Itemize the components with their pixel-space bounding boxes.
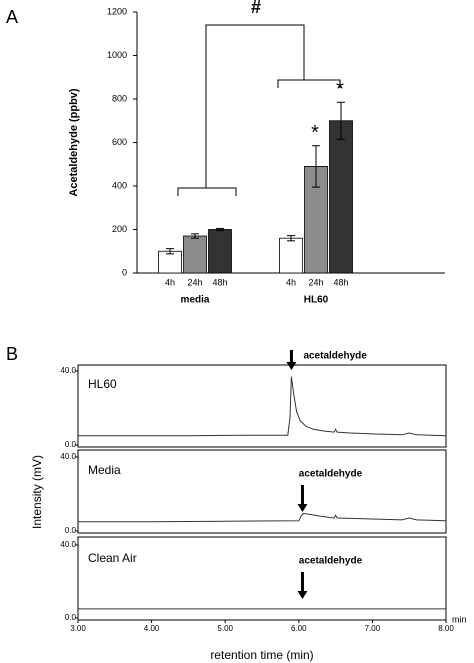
y-tick-label: 0.0 — [65, 440, 77, 449]
y-axis-label: Acetaldehyde (ppbv) — [68, 88, 80, 197]
y-tick-label: 1200 — [107, 6, 127, 16]
x-tick-label: 5.00 — [217, 624, 233, 633]
trace-label: Clean Air — [88, 551, 137, 565]
bar — [158, 250, 182, 274]
significance-star: * — [336, 79, 344, 101]
x-tick-label: 8.00 — [438, 624, 454, 633]
x-axis-label: retention time (min) — [210, 648, 313, 662]
bracket — [177, 187, 237, 196]
sub-category-label: 4h — [165, 277, 175, 287]
arrow-head — [297, 504, 308, 512]
y-tick-label: 40.0 — [60, 540, 76, 549]
trace-label: HL60 — [88, 377, 117, 391]
x-unit: min — [452, 614, 467, 624]
y-tick-label: 1000 — [107, 50, 127, 60]
y-tick-label: 800 — [112, 93, 127, 103]
y-tick-label: 0 — [122, 267, 127, 277]
sub-category-label: 24h — [308, 277, 323, 287]
y-axis-label: Intensity (mV) — [30, 455, 44, 529]
arrow-head — [286, 362, 297, 370]
group-label: HL60 — [304, 295, 329, 306]
trace-label: Media — [88, 463, 121, 477]
y-tick-label: 40.0 — [60, 366, 76, 375]
sub-category-label: 24h — [187, 277, 202, 287]
group-label: media — [181, 295, 210, 306]
y-tick-label: 200 — [112, 224, 127, 234]
x-tick-label: 6.00 — [291, 624, 307, 633]
chromatogram-trace — [78, 512, 447, 523]
significance-star: * — [311, 122, 319, 144]
y-tick-label: 40.0 — [60, 452, 76, 461]
bracket — [277, 79, 341, 88]
y-tick-label: 0.0 — [65, 526, 77, 535]
bar — [279, 237, 303, 274]
bracket — [205, 24, 305, 188]
peak-annotation: acetaldehyde — [299, 556, 363, 567]
x-tick-label: 4.00 — [144, 624, 160, 633]
bar — [208, 229, 232, 274]
x-tick-label: 3.00 — [70, 624, 86, 633]
y-tick-label: 600 — [112, 137, 127, 147]
y-tick-label: 0.0 — [65, 613, 77, 622]
chromatogram-trace — [78, 376, 447, 437]
peak-annotation: acetaldehyde — [303, 351, 367, 362]
arrow-head — [297, 591, 308, 599]
panel-label: B — [6, 344, 18, 364]
sub-category-label: 4h — [286, 277, 296, 287]
sub-category-label: 48h — [333, 277, 348, 287]
panel-frame — [77, 536, 447, 621]
y-tick-label: 400 — [112, 180, 127, 190]
sub-category-label: 48h — [212, 277, 227, 287]
panel-frame — [77, 364, 447, 448]
significance-hash: # — [251, 0, 261, 17]
panel-label: A — [6, 7, 18, 27]
panel-frame — [77, 449, 447, 534]
bar — [183, 235, 207, 274]
peak-annotation: acetaldehyde — [299, 469, 363, 480]
bar — [329, 120, 353, 274]
x-tick-label: 7.00 — [365, 624, 381, 633]
